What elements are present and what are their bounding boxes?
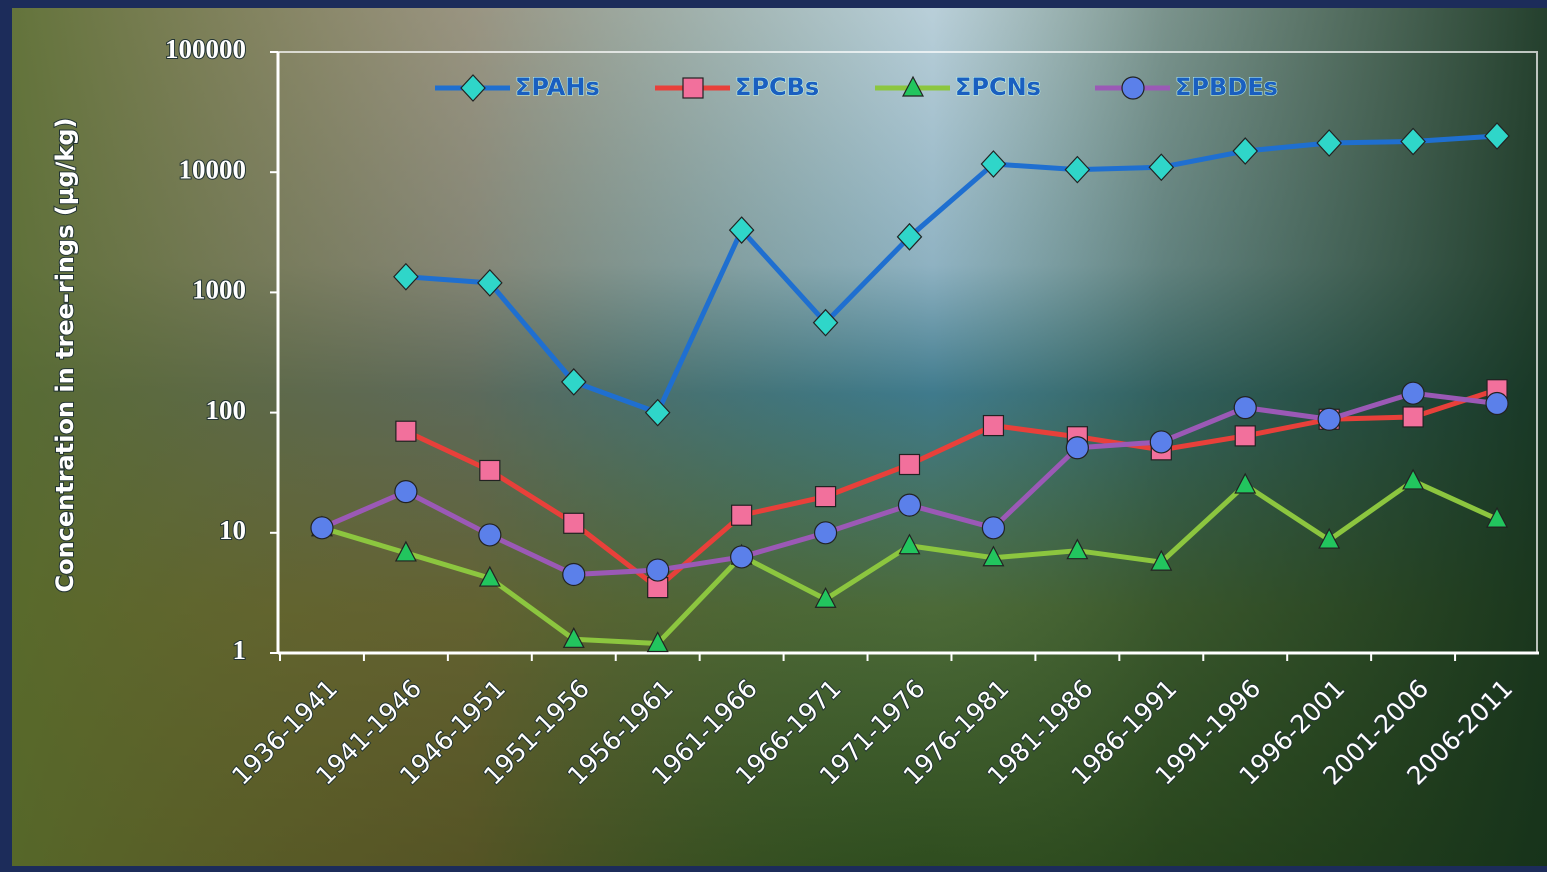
data-point: [395, 481, 417, 503]
data-point: [564, 513, 584, 533]
data-point: [1486, 393, 1508, 415]
data-point: [983, 416, 1003, 436]
data-point: [815, 522, 837, 544]
legend-label: ΣPBDEs: [1175, 73, 1278, 101]
data-point: [732, 505, 752, 525]
legend-label: ΣPCBs: [735, 73, 819, 101]
y-tick-label: 1: [233, 635, 247, 665]
data-point: [816, 487, 836, 507]
data-point: [1235, 426, 1255, 446]
legend-marker: [683, 78, 703, 98]
y-tick-label: 100: [206, 395, 247, 425]
data-point: [1403, 407, 1423, 427]
data-point: [396, 421, 416, 441]
data-point: [311, 517, 333, 539]
data-point: [1066, 437, 1088, 459]
data-point: [900, 455, 920, 475]
data-point: [563, 563, 585, 585]
legend-label: ΣPCNs: [955, 73, 1041, 101]
y-tick-label: 10000: [179, 154, 247, 184]
chart: Concentration in tree-rings (µg/kg) 1 10 1…: [0, 0, 1547, 872]
data-point: [731, 546, 753, 568]
y-axis-label: Concentration in tree-rings (µg/kg): [51, 117, 79, 592]
data-point: [1318, 408, 1340, 430]
data-point: [1402, 382, 1424, 404]
data-point: [982, 517, 1004, 539]
legend-marker: [1122, 77, 1144, 99]
y-tick-label: 10: [219, 515, 246, 545]
data-point: [899, 494, 921, 516]
y-tick-label: 1000: [192, 275, 246, 305]
data-point: [480, 460, 500, 480]
legend-label: ΣPAHs: [515, 73, 600, 101]
data-point: [1150, 431, 1172, 453]
data-point: [1234, 397, 1256, 419]
y-tick-label: 100000: [165, 34, 246, 64]
data-point: [479, 524, 501, 546]
data-point: [647, 559, 669, 581]
